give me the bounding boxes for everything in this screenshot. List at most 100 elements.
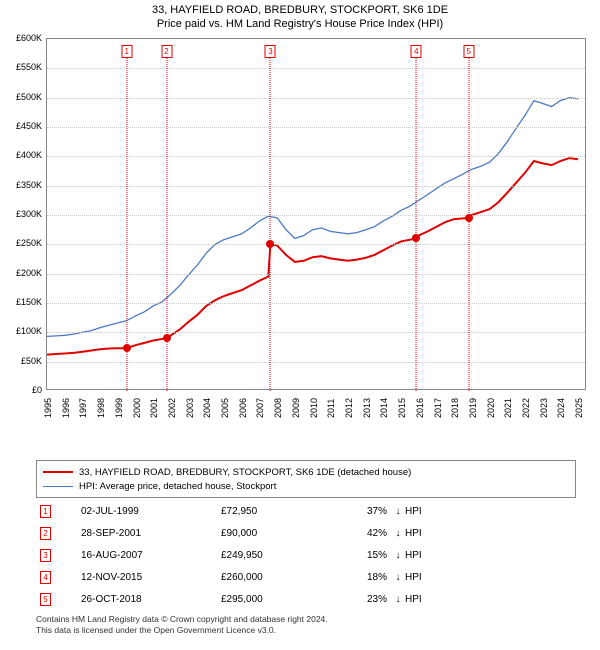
sales-row-pct: 23% (341, 594, 391, 605)
sales-row-ref: HPI (405, 506, 435, 517)
plot-region: 12345 (46, 38, 586, 390)
x-axis-label: 2019 (468, 398, 478, 418)
x-axis-label: 2009 (291, 398, 301, 418)
sales-row: 4 12-NOV-2015£260,00018%↓HPI (36, 566, 576, 588)
sale-marker-box: 1 (121, 45, 132, 58)
sale-marker-line (270, 58, 271, 391)
x-axis-label: 2008 (273, 398, 283, 418)
sales-row-price: £90,000 (221, 528, 341, 539)
sale-dot (123, 344, 131, 352)
x-axis-label: 2018 (450, 398, 460, 418)
sales-row-date: 12-NOV-2015 (81, 572, 221, 583)
legend-label-2: HPI: Average price, detached house, Stoc… (79, 481, 276, 492)
sale-marker-line (468, 58, 469, 391)
down-arrow-icon: ↓ (391, 572, 405, 583)
legend-swatch-red (43, 471, 73, 473)
gridline-h (47, 156, 585, 157)
sales-row: 316-AUG-2007£249,95015%↓HPI (36, 544, 576, 566)
legend: 33, HAYFIELD ROAD, BREDBURY, STOCKPORT, … (36, 460, 576, 498)
chart-area: 12345 £0£50K£100K£150K£200K£250K£300K£35… (46, 38, 586, 418)
sales-row-marker: 3 (40, 549, 51, 562)
legend-item-property: 33, HAYFIELD ROAD, BREDBURY, STOCKPORT, … (43, 465, 569, 479)
footer: Contains HM Land Registry data © Crown c… (36, 614, 328, 636)
x-axis-label: 2013 (362, 398, 372, 418)
gridline-h (47, 244, 585, 245)
gridline-h (47, 303, 585, 304)
x-axis-label: 2017 (433, 398, 443, 418)
sale-marker-line (416, 58, 417, 391)
y-axis-label: £200K (16, 268, 42, 278)
sales-row-price: £295,000 (221, 594, 341, 605)
sales-row-ref: HPI (405, 528, 435, 539)
y-axis-label: £50K (21, 356, 42, 366)
footer-line-2: This data is licensed under the Open Gov… (36, 625, 328, 636)
sales-row-ref: HPI (405, 572, 435, 583)
x-axis-label: 2015 (397, 398, 407, 418)
x-axis-label: 1998 (96, 398, 106, 418)
sales-row-ref: HPI (405, 550, 435, 561)
x-axis-label: 2011 (326, 399, 336, 418)
sales-row-pct: 18% (341, 572, 391, 583)
x-axis-label: 2006 (238, 398, 248, 418)
y-axis-label: £250K (16, 238, 42, 248)
sales-row-date: 26-OCT-2018 (81, 594, 221, 605)
sales-row: 5 26-OCT-2018£295,00023%↓HPI (36, 588, 576, 610)
sales-row: 102-JUL-1999£72,95037%↓HPI (36, 500, 576, 522)
sales-row-date: 02-JUL-1999 (81, 506, 221, 517)
legend-swatch-blue (43, 486, 73, 487)
x-axis-label: 2016 (415, 398, 425, 418)
gridline-h (47, 98, 585, 99)
sales-row-marker: 4 (40, 571, 51, 584)
sale-marker-box: 5 (463, 45, 474, 58)
x-axis-label: 2000 (132, 398, 142, 418)
sales-row-pct: 42% (341, 528, 391, 539)
y-axis-label: £550K (16, 62, 42, 72)
gridline-h (47, 127, 585, 128)
chart-title-block: 33, HAYFIELD ROAD, BREDBURY, STOCKPORT, … (0, 0, 600, 30)
gridline-h (47, 362, 585, 363)
legend-label-1: 33, HAYFIELD ROAD, BREDBURY, STOCKPORT, … (79, 467, 411, 478)
sales-row-pct: 37% (341, 506, 391, 517)
x-axis-label: 1997 (78, 398, 88, 418)
y-axis-label: £450K (16, 121, 42, 131)
title-line-2: Price paid vs. HM Land Registry's House … (0, 18, 600, 30)
x-axis-label: 2023 (539, 398, 549, 418)
legend-item-hpi: HPI: Average price, detached house, Stoc… (43, 479, 569, 493)
x-axis-label: 2021 (503, 398, 513, 418)
sales-row: 2 28-SEP-2001£90,00042%↓HPI (36, 522, 576, 544)
sale-marker-line (126, 58, 127, 391)
sale-dot (412, 234, 420, 242)
x-axis-label: 2022 (521, 398, 531, 418)
sale-marker-box: 3 (265, 45, 276, 58)
sales-row-price: £260,000 (221, 572, 341, 583)
x-axis-label: 2001 (149, 398, 159, 418)
down-arrow-icon: ↓ (391, 528, 405, 539)
x-axis-label: 2012 (344, 398, 354, 418)
y-axis-label: £600K (16, 33, 42, 43)
y-axis-label: £100K (16, 326, 42, 336)
gridline-h (47, 68, 585, 69)
sales-row-pct: 15% (341, 550, 391, 561)
sales-row-ref: HPI (405, 594, 435, 605)
sales-row-price: £72,950 (221, 506, 341, 517)
y-axis-label: £0 (32, 385, 42, 395)
x-axis-label: 2003 (185, 398, 195, 418)
x-axis-label: 2005 (220, 398, 230, 418)
sales-table: 102-JUL-1999£72,95037%↓HPI228-SEP-2001£9… (36, 500, 576, 610)
x-axis-label: 1995 (43, 398, 53, 418)
gridline-h (47, 274, 585, 275)
x-axis-label: 2020 (486, 398, 496, 418)
sales-row-marker: 2 (40, 527, 51, 540)
y-axis-label: £500K (16, 92, 42, 102)
sales-row-marker: 5 (40, 593, 51, 606)
sale-dot (266, 240, 274, 248)
x-axis-label: 2010 (309, 398, 319, 418)
sales-row-marker: 1 (40, 505, 51, 518)
sales-row-price: £249,950 (221, 550, 341, 561)
sale-marker-box: 4 (411, 45, 422, 58)
sales-row-date: 28-SEP-2001 (81, 528, 221, 539)
x-axis-label: 2004 (202, 398, 212, 418)
footer-line-1: Contains HM Land Registry data © Crown c… (36, 614, 328, 625)
down-arrow-icon: ↓ (391, 594, 405, 605)
gridline-h (47, 186, 585, 187)
